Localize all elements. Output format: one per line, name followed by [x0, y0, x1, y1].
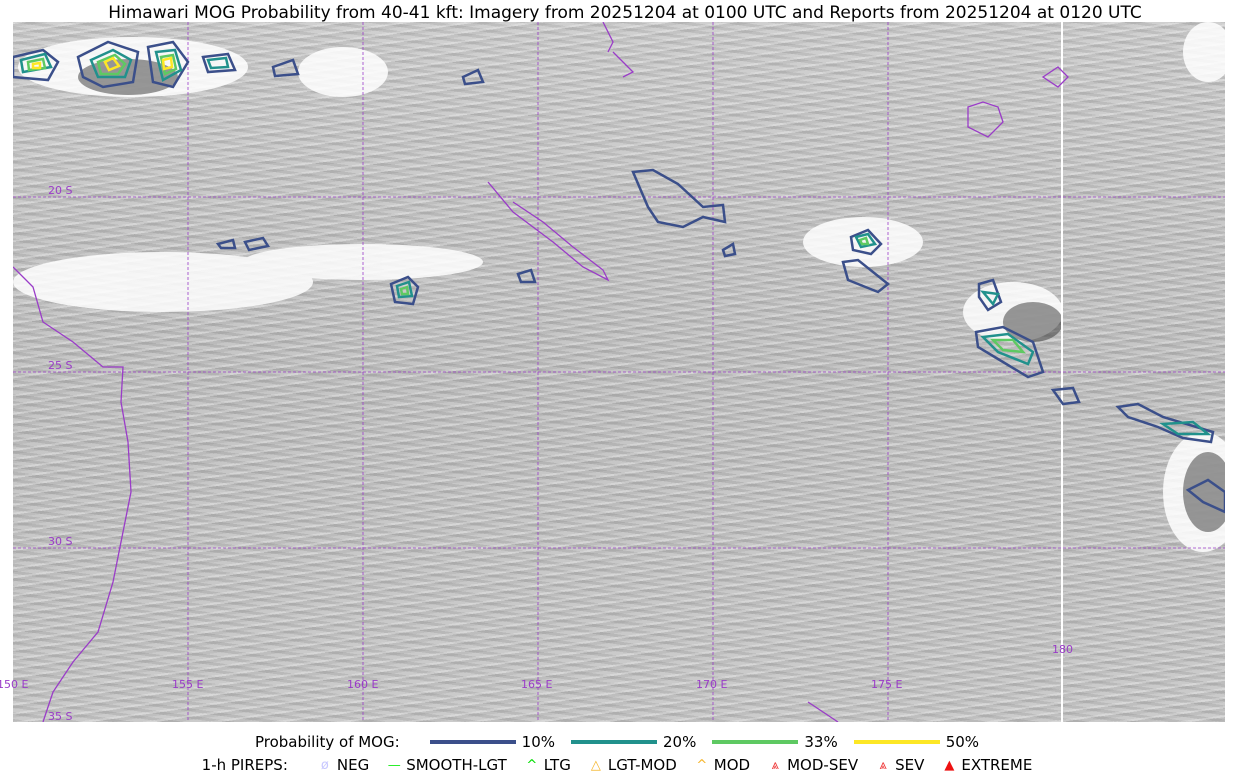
mog-contours	[13, 40, 1225, 514]
lon-label: 175 E	[871, 678, 903, 691]
pirep-item: △ LGT-MOD	[587, 756, 677, 774]
pirep-item: ^ MOD	[693, 756, 750, 774]
pirep-label: SMOOTH-LGT	[406, 756, 507, 774]
lon-label: 165 E	[521, 678, 553, 691]
lon-label: 155 E	[172, 678, 204, 691]
coastlines	[13, 22, 1069, 722]
double-caret-icon: ⩓	[879, 757, 887, 773]
double-caret-icon: ⩓	[771, 757, 779, 773]
legend-label: 50%	[945, 733, 980, 751]
cloud-patches	[13, 22, 1225, 552]
lat-label: 20 S	[48, 184, 73, 197]
triangle-icon: △	[590, 757, 601, 773]
legend-item-50: 50%	[853, 733, 980, 751]
legend-label: 33%	[804, 733, 838, 751]
lon-label: 160 E	[347, 678, 379, 691]
chart-title: Himawari MOG Probability from 40-41 kft:…	[108, 3, 1142, 23]
lat-label: 35 S	[48, 710, 73, 722]
legend-item-20: 20%	[571, 733, 696, 751]
swatch-icon	[712, 740, 799, 744]
lat-label: 30 S	[48, 535, 73, 548]
lon-label: 180	[1052, 643, 1073, 656]
pirep-item: ⩓ SEV	[874, 756, 924, 774]
swatch-icon	[429, 740, 516, 744]
caret-icon: ^	[696, 757, 708, 773]
caret-icon: ^	[526, 757, 538, 773]
line-icon: —	[387, 757, 401, 773]
pirep-label: SEV	[895, 756, 925, 774]
lon-label: 150 E	[0, 678, 29, 691]
legend-label: 10%	[521, 733, 556, 751]
pirep-label: EXTREME	[961, 756, 1033, 774]
pirep-label: LGT-MOD	[607, 756, 677, 774]
pirep-label: MOD	[713, 756, 751, 774]
map-overlay	[13, 22, 1225, 722]
pirep-legend: 1-h PIREPS: ø NEG — SMOOTH-LGT ^ LTG △ LGT-MOD ^…	[0, 756, 1250, 774]
legend-title: 1-h PIREPS:	[201, 756, 288, 774]
legend-item-33: 33%	[712, 733, 838, 751]
pirep-label: LTG	[543, 756, 571, 774]
satellite-map: 20 S 25 S 30 S 35 S 155 E 160 E 165 E 17…	[13, 22, 1225, 722]
pirep-item: — SMOOTH-LGT	[385, 756, 507, 774]
legend-item-10: 10%	[429, 733, 556, 751]
pirep-item: ø NEG	[316, 756, 369, 774]
lon-label: 170 E	[696, 678, 728, 691]
pirep-item: ▲ EXTREME	[940, 756, 1032, 774]
legend-title: Probability of MOG:	[254, 733, 400, 751]
lat-label: 25 S	[48, 359, 73, 372]
swatch-icon	[571, 740, 658, 744]
pirep-item: ^ LTG	[523, 756, 571, 774]
legend-label: 20%	[663, 733, 697, 751]
swatch-icon	[853, 740, 940, 744]
pirep-item: ⩓ MOD-SEV	[766, 756, 858, 774]
probability-legend: Probability of MOG: 10% 20% 33% 50%	[0, 733, 1250, 751]
pirep-label: NEG	[336, 756, 370, 774]
gridlines	[13, 22, 1225, 722]
filled-triangle-icon: ▲	[944, 757, 955, 773]
neg-circle-icon: ø	[320, 757, 329, 773]
pirep-label: MOD-SEV	[787, 756, 859, 774]
